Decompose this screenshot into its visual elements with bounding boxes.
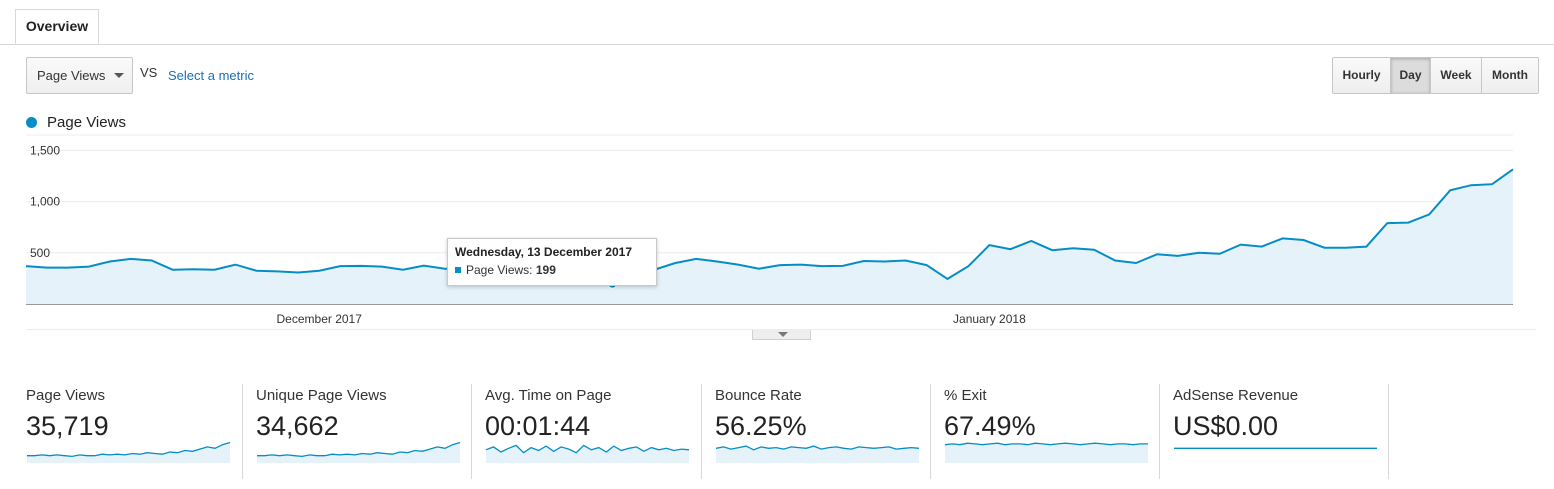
sparkline — [27, 441, 231, 463]
tile-value: 35,719 — [26, 411, 109, 441]
sparkline-area — [27, 442, 230, 463]
chart-tooltip: Wednesday, 13 December 2017 Page Views: … — [447, 238, 657, 286]
divider — [930, 384, 931, 479]
metric-select[interactable]: Page Views — [26, 57, 133, 94]
divider — [242, 384, 243, 479]
tooltip-date: Wednesday, 13 December 2017 — [455, 245, 632, 259]
vs-label: VS — [140, 65, 158, 80]
select-metric-link[interactable]: Select a metric — [168, 68, 254, 83]
metric-select-value: Page Views — [37, 68, 106, 83]
divider — [1159, 384, 1160, 479]
divider — [701, 384, 702, 479]
tile-value: US$0.00 — [1173, 411, 1279, 441]
tile-avg-time-on-page[interactable]: Avg. Time on Page 00:01:44 — [485, 384, 714, 479]
day-button[interactable]: Day — [1391, 58, 1431, 93]
x-axis-labels: December 2017 January 2018 — [277, 312, 1027, 326]
tooltip-row: Page Views: 199 — [455, 263, 649, 277]
period-selector: Hourly Day Week Month — [1332, 57, 1539, 94]
tile-value: 67.49% — [944, 411, 1036, 441]
series-square-icon — [455, 267, 461, 273]
x-tick-label: December 2017 — [277, 312, 363, 326]
sparkline — [944, 442, 1148, 463]
sparkline-area — [945, 443, 1148, 463]
tooltip-metric: Page Views: — [466, 263, 533, 277]
tooltip-value: 199 — [535, 263, 556, 277]
y-tick-label: 1,500 — [30, 143, 60, 157]
sparkline-area — [716, 446, 919, 463]
tile-value: 34,662 — [256, 411, 339, 441]
tile-label: Avg. Time on Page — [485, 387, 612, 404]
sparkline — [715, 445, 920, 463]
sparkline-line — [27, 441, 231, 458]
sparkline-line — [257, 441, 461, 458]
legend-dot-icon — [26, 117, 37, 128]
y-tick-label: 1,000 — [30, 195, 60, 209]
series-area — [26, 169, 1513, 304]
tile-label: Unique Page Views — [256, 387, 387, 404]
sparkline-area — [1174, 448, 1377, 463]
y-tick-label: 500 — [30, 246, 50, 260]
tile-bounce-rate[interactable]: Bounce Rate 56.25% — [715, 384, 944, 479]
chart-legend: Page Views — [26, 114, 126, 131]
tile-label: AdSense Revenue — [1173, 387, 1299, 404]
sparkline-area — [257, 442, 460, 463]
hourly-button[interactable]: Hourly — [1333, 58, 1391, 93]
divider — [471, 384, 472, 479]
month-button[interactable]: Month — [1482, 58, 1538, 93]
tile-label: Page Views — [26, 387, 105, 404]
tile-value: 00:01:44 — [485, 411, 591, 441]
tab-bar: Overview — [0, 0, 1554, 45]
chevron-down-icon — [778, 332, 788, 337]
page-views-chart[interactable]: 500 1,000 1,500 December 2017 January 2018 — [0, 130, 1554, 330]
chevron-down-icon — [114, 73, 124, 78]
tab-overview[interactable]: Overview — [15, 9, 99, 44]
collapse-chart-handle[interactable] — [752, 330, 811, 340]
tile-adsense-revenue[interactable]: AdSense Revenue US$0.00 — [1173, 384, 1402, 479]
scorecard-row: Page Views 35,719 Unique Page Views 34,6… — [0, 384, 1554, 479]
series-line — [25, 168, 1514, 285]
tile-page-views[interactable]: Page Views 35,719 — [26, 384, 255, 479]
divider — [1388, 384, 1389, 479]
sparkline — [1174, 447, 1377, 463]
sparkline — [257, 441, 461, 463]
tile-label: % Exit — [944, 387, 987, 404]
sparkline-line — [944, 442, 1148, 446]
sparkline-line — [715, 445, 920, 451]
tile-exit-rate[interactable]: % Exit 67.49% — [944, 384, 1173, 479]
y-axis-labels: 500 1,000 1,500 — [30, 143, 60, 259]
x-tick-label: January 2018 — [953, 312, 1026, 326]
sparkline — [485, 444, 690, 463]
week-button[interactable]: Week — [1431, 58, 1482, 93]
tile-label: Bounce Rate — [715, 387, 802, 404]
legend-label: Page Views — [47, 114, 126, 131]
tile-unique-page-views[interactable]: Unique Page Views 34,662 — [256, 384, 485, 479]
tile-value: 56.25% — [715, 411, 807, 441]
sparkline-line — [485, 444, 690, 454]
